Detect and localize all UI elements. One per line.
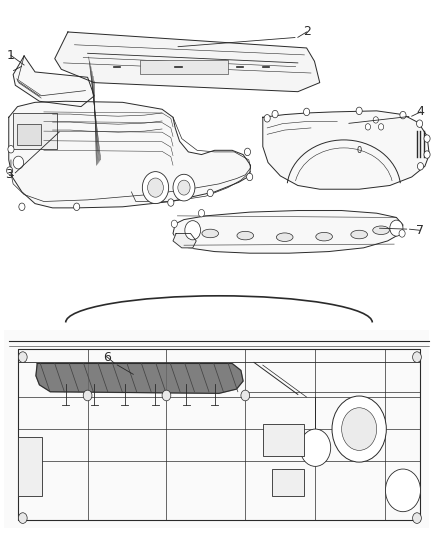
Text: 4: 4: [417, 106, 424, 118]
Polygon shape: [9, 101, 251, 208]
Circle shape: [390, 220, 403, 236]
Circle shape: [244, 148, 251, 156]
Bar: [272, 469, 304, 496]
Ellipse shape: [276, 233, 293, 241]
Circle shape: [185, 221, 201, 240]
Circle shape: [378, 124, 384, 130]
Bar: [18, 349, 420, 520]
Bar: [263, 424, 304, 456]
Text: 0: 0: [357, 146, 362, 155]
Circle shape: [365, 124, 371, 130]
Circle shape: [148, 178, 163, 197]
Circle shape: [424, 151, 430, 158]
Text: 1: 1: [7, 49, 15, 62]
Polygon shape: [173, 233, 196, 248]
Ellipse shape: [351, 230, 367, 239]
Polygon shape: [55, 32, 320, 92]
Circle shape: [300, 429, 331, 466]
Text: 3: 3: [5, 168, 13, 181]
Circle shape: [356, 107, 362, 115]
Circle shape: [168, 199, 174, 206]
Circle shape: [8, 146, 14, 153]
Circle shape: [247, 173, 253, 181]
Circle shape: [373, 117, 378, 123]
Circle shape: [19, 203, 25, 211]
Text: 2: 2: [303, 26, 311, 38]
Circle shape: [400, 111, 406, 119]
Circle shape: [171, 220, 177, 228]
Polygon shape: [36, 364, 243, 393]
Circle shape: [264, 115, 270, 122]
Circle shape: [7, 167, 13, 174]
Polygon shape: [13, 56, 94, 107]
Circle shape: [173, 174, 195, 201]
Circle shape: [18, 352, 27, 362]
Bar: [4, 330, 429, 528]
Ellipse shape: [237, 231, 254, 240]
Circle shape: [162, 390, 171, 401]
Circle shape: [83, 390, 92, 401]
Bar: [18, 437, 42, 496]
Circle shape: [332, 396, 386, 462]
Ellipse shape: [202, 229, 219, 238]
Ellipse shape: [316, 232, 332, 241]
Bar: [17, 124, 41, 145]
Circle shape: [304, 108, 310, 116]
Circle shape: [272, 110, 278, 118]
Text: 7: 7: [416, 224, 424, 237]
Ellipse shape: [373, 226, 389, 235]
Circle shape: [178, 180, 190, 195]
Circle shape: [142, 172, 169, 204]
Circle shape: [18, 513, 27, 523]
Circle shape: [342, 408, 377, 450]
Circle shape: [241, 390, 250, 401]
Circle shape: [417, 163, 424, 170]
Circle shape: [417, 120, 423, 127]
Circle shape: [74, 203, 80, 211]
Circle shape: [13, 156, 24, 169]
Circle shape: [399, 230, 405, 237]
Circle shape: [413, 513, 421, 523]
Circle shape: [424, 135, 430, 142]
Bar: [140, 60, 228, 74]
Polygon shape: [263, 111, 429, 189]
Circle shape: [198, 209, 205, 217]
Circle shape: [413, 352, 421, 362]
Circle shape: [385, 469, 420, 512]
Circle shape: [207, 189, 213, 197]
Bar: [13, 113, 57, 149]
Polygon shape: [173, 211, 403, 253]
Text: 6: 6: [103, 351, 111, 364]
